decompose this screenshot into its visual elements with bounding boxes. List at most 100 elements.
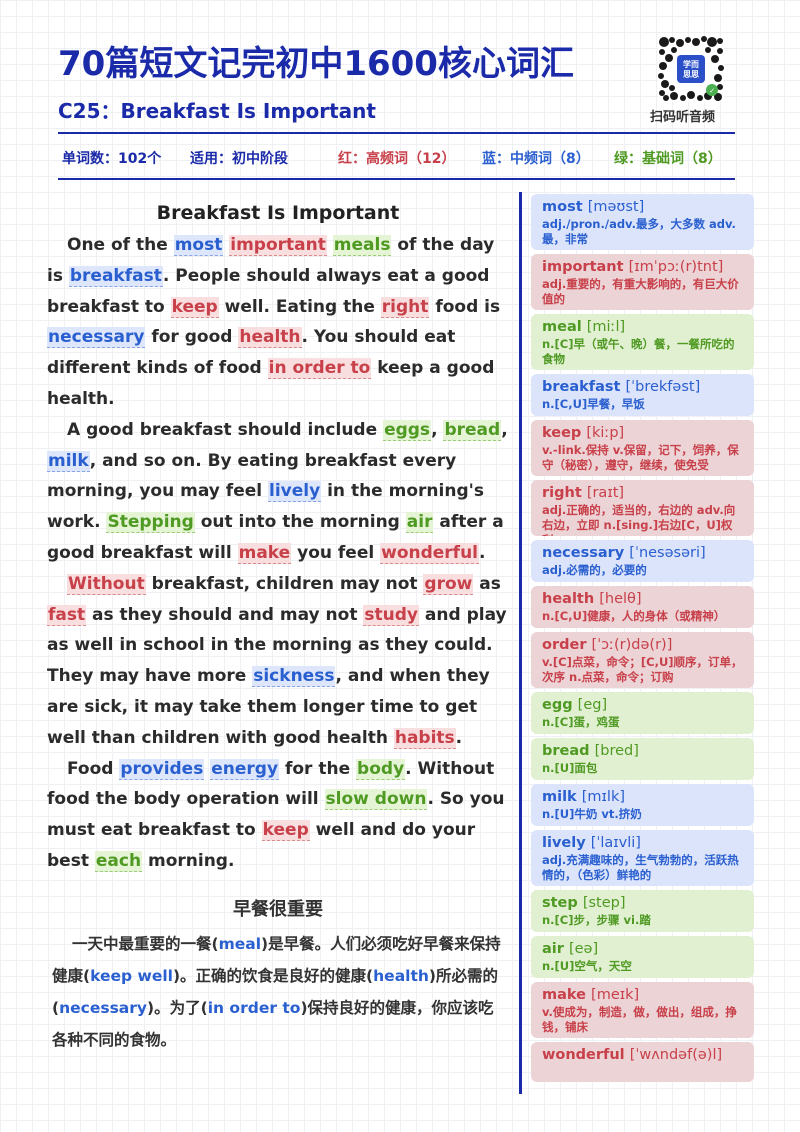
- vocab-headword: lively [ˈlaɪvli]: [542, 834, 743, 853]
- vocab-card[interactable]: health [helθ] n.[C,U]健康，人的身体（或精神）: [531, 586, 754, 628]
- vocab-card[interactable]: step [step] n.[C]步，步骤 vi.踏: [531, 890, 754, 932]
- article-text: well. Eating the: [218, 296, 381, 317]
- article-text: morning.: [142, 850, 235, 871]
- vocab-word: meal: [542, 319, 587, 335]
- vocab-highlight-green[interactable]: each: [94, 850, 143, 872]
- vocab-word: bread: [542, 743, 595, 759]
- article-text: in the morning's work.: [47, 481, 484, 533]
- translation-keyword: necessary: [59, 999, 148, 1017]
- vocab-highlight-blue[interactable]: most: [173, 235, 224, 256]
- vocab-definition: n.[C,U]早餐，早饭: [542, 397, 645, 411]
- vocab-headword: egg [eg]: [542, 696, 743, 715]
- translation-segment: )保持良好的健康，你应该吃各种不同的食物。: [52, 999, 494, 1049]
- vocab-definition: n.[C]步，步骤 vi.踏: [542, 913, 651, 927]
- vocab-headword: health [helθ]: [542, 590, 743, 609]
- translation-text: 一天中最重要的一餐(meal)是早餐。人们必须吃好早餐来保持健康(keep we…: [52, 928, 508, 1056]
- vocab-pronunciation: [step]: [582, 895, 626, 911]
- article-text: for the: [279, 758, 357, 779]
- vocab-highlight-green[interactable]: slow down: [324, 789, 428, 811]
- vocab-card[interactable]: keep [kiːp] v.-link.保持 v.保留，记下，饲养，保守（秘密），…: [531, 420, 754, 476]
- vocab-highlight-green[interactable]: body: [356, 758, 406, 780]
- vocab-headword: wonderful [ˈwʌndəf(ə)l]: [542, 1046, 743, 1065]
- vocab-highlight-green[interactable]: air: [405, 512, 434, 534]
- vocab-card[interactable]: important [ɪmˈpɔː(r)tnt] adj.重要的，有重大影响的，有…: [531, 254, 754, 310]
- article-text: keep a good health.: [47, 358, 495, 409]
- vocab-card[interactable]: order [ˈɔː(r)də(r)] v.[C]点菜，命令；[C,U]顺序，订单…: [531, 632, 754, 688]
- vocab-highlight-blue[interactable]: sickness: [252, 666, 336, 688]
- vocab-definition: adj.正确的，适当的，右边的 adv.向右边，立即 n.[sing.]右边[C…: [542, 503, 736, 536]
- vocab-pronunciation: [miːl]: [586, 319, 626, 335]
- vocab-highlight-green[interactable]: bread: [443, 419, 502, 441]
- vocab-card[interactable]: wonderful [ˈwʌndəf(ə)l]: [531, 1042, 754, 1082]
- vocab-pronunciation: [ˈlaɪvli]: [590, 835, 641, 851]
- legend-red: 红：高频词（12）: [338, 151, 456, 167]
- vocab-pronunciation: [helθ]: [599, 591, 642, 607]
- vocab-highlight-red[interactable]: Without: [67, 573, 146, 595]
- vocab-card[interactable]: milk [mɪlk] n.[U]牛奶 vt.挤奶: [531, 784, 754, 826]
- vocab-highlight-red[interactable]: study: [363, 604, 419, 626]
- vocab-highlight-blue[interactable]: necessary: [47, 327, 146, 349]
- vocab-word: order: [542, 637, 592, 653]
- vocab-pronunciation: [meɪk]: [591, 987, 640, 1003]
- article-text: .: [455, 727, 463, 748]
- vocab-highlight-red[interactable]: make: [237, 542, 292, 564]
- article-text: ,: [501, 419, 508, 440]
- vocab-card[interactable]: air [eə] n.[U]空气，天空: [531, 936, 754, 978]
- vocab-pronunciation: [ˈnesəsəri]: [629, 545, 706, 561]
- vocab-highlight-red[interactable]: health: [238, 327, 302, 349]
- article-text: out into the morning: [194, 512, 406, 533]
- vocab-highlight-red[interactable]: in order to: [267, 358, 372, 380]
- vocab-word: breakfast: [542, 379, 626, 395]
- vocab-highlight-red[interactable]: habits: [393, 727, 456, 749]
- vocab-card[interactable]: bread [bred] n.[U]面包: [531, 738, 754, 780]
- vocab-highlight-red[interactable]: grow: [423, 573, 474, 595]
- article-text: breakfast, children may not: [145, 573, 424, 594]
- vocab-word: make: [542, 987, 592, 1003]
- vocab-highlight-blue[interactable]: breakfast: [68, 265, 163, 287]
- vocab-highlight-green[interactable]: eggs: [383, 419, 432, 441]
- vocab-highlight-red[interactable]: keep: [170, 296, 219, 318]
- vocab-card[interactable]: most [məʊst] adj./pron./adv.最多，大多数 adv.最，…: [531, 194, 754, 250]
- vocab-card[interactable]: make [meɪk] v.使成为，制造，做，做出，组成，挣钱，铺床: [531, 982, 754, 1038]
- vocab-highlight-red[interactable]: important: [229, 235, 327, 256]
- vocab-definition: adj./pron./adv.最多，大多数 adv.最，非常: [542, 217, 736, 246]
- qr-code-icon[interactable]: 学而 思思 ✓: [658, 36, 724, 102]
- vocab-highlight-red[interactable]: wonderful: [380, 542, 480, 564]
- article-text: , and so on. By eating breakfast every m…: [47, 450, 457, 502]
- vocab-word: milk: [542, 789, 582, 805]
- vocab-word: lively: [542, 835, 591, 851]
- vocab-card[interactable]: meal [miːl] n.[C]早（或午、晚）餐，一餐所吃的食物: [531, 314, 754, 370]
- svg-text:学而: 学而: [683, 59, 699, 69]
- vocab-highlight-green[interactable]: Stepping: [106, 512, 195, 534]
- article-text: . You should eat different kinds of food: [47, 327, 456, 379]
- article: Breakfast Is Important One of the most i…: [47, 196, 509, 877]
- vocab-card[interactable]: egg [eg] n.[C]蛋，鸡蛋: [531, 692, 754, 734]
- vocab-headword: meal [miːl]: [542, 318, 743, 337]
- vocab-word: most: [542, 199, 588, 215]
- vocab-card[interactable]: lively [ˈlaɪvli] adj.充满趣味的，生气勃勃的，活跃热情的，（色…: [531, 830, 754, 886]
- vocab-highlight-red[interactable]: fast: [47, 604, 87, 626]
- vocab-card[interactable]: breakfast [ˈbrekfəst] n.[C,U]早餐，早饭: [531, 374, 754, 416]
- vocab-headword: most [məʊst]: [542, 198, 743, 217]
- vocab-pronunciation: [bred]: [594, 743, 639, 759]
- vocab-card[interactable]: necessary [ˈnesəsəri] adj.必需的，必要的: [531, 540, 754, 582]
- vocab-highlight-red[interactable]: keep: [261, 820, 310, 842]
- vocab-pronunciation: [ˈwʌndəf(ə)l]: [629, 1047, 723, 1063]
- translation-segment: 一天中最重要的一餐(: [72, 935, 219, 953]
- translation-title: 早餐很重要: [233, 899, 323, 920]
- vocab-highlight-blue[interactable]: milk: [47, 450, 90, 472]
- word-count: 单词数：102个: [62, 151, 162, 167]
- vocab-highlight-blue[interactable]: provides: [119, 758, 205, 780]
- page-title: 70篇短文记完初中1600核心词汇: [58, 44, 574, 84]
- vocab-card[interactable]: right [raɪt] adj.正确的，适当的，右边的 adv.向右边，立即 n…: [531, 480, 754, 536]
- vocab-highlight-red[interactable]: right: [380, 296, 430, 318]
- vocab-headword: keep [kiːp]: [542, 424, 743, 443]
- translation-segment: )。正确的饮食是良好的健康(: [172, 967, 374, 985]
- vocab-word: air: [542, 941, 569, 957]
- vocab-highlight-green[interactable]: meals: [332, 235, 392, 256]
- vocab-definition: n.[U]空气，天空: [542, 959, 632, 973]
- vocab-highlight-blue[interactable]: energy: [210, 758, 280, 780]
- vocab-highlight-blue[interactable]: lively: [268, 481, 322, 503]
- vocab-pronunciation: [kiːp]: [586, 425, 625, 441]
- article-text: you feel: [291, 542, 381, 563]
